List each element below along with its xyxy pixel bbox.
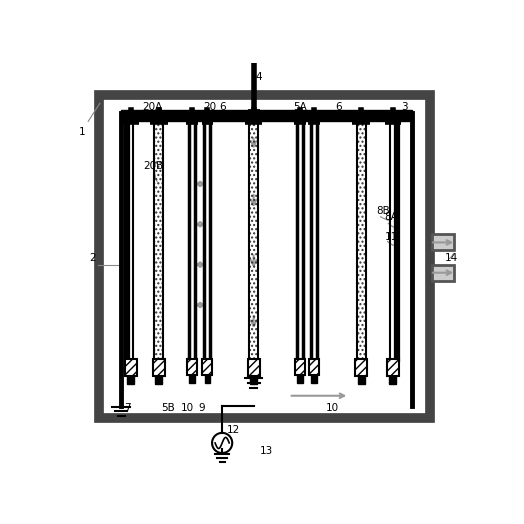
Text: 2: 2 [89,253,95,263]
Bar [295,359,305,375]
Bar [432,265,454,281]
Bar [125,359,137,376]
Text: 14: 14 [445,254,458,264]
Bar [153,359,165,376]
Text: 10: 10 [181,402,194,413]
Bar [155,122,163,359]
Bar [99,95,430,418]
Text: 20: 20 [203,103,216,113]
Bar [247,359,260,376]
Text: 6: 6 [220,103,226,113]
Bar [204,375,210,383]
Text: 6: 6 [335,103,342,113]
Text: 3: 3 [401,103,408,113]
Text: 7: 7 [124,402,130,413]
Bar [127,376,134,385]
Text: 1: 1 [79,127,85,137]
Text: 5B: 5B [161,402,176,413]
Bar [187,359,196,375]
Bar [189,375,194,383]
Bar [357,122,366,359]
Text: 11: 11 [384,232,398,242]
Text: 9: 9 [198,402,204,413]
Text: 20A: 20A [143,103,163,113]
Text: 5A: 5A [293,103,307,113]
Bar [311,375,317,383]
Bar [202,359,212,375]
Bar [297,375,303,383]
Bar [387,359,399,376]
Text: 10: 10 [326,402,340,413]
Text: 4: 4 [255,72,262,82]
Bar [249,122,258,359]
Text: 8B: 8B [376,206,390,216]
Text: 8A: 8A [384,212,398,222]
Text: 12: 12 [226,425,240,435]
Bar [355,359,367,376]
Bar [309,359,319,375]
Bar [432,234,454,250]
Bar [121,110,412,122]
Bar [358,376,365,385]
Text: 20B: 20B [144,160,163,171]
Bar [156,376,162,385]
Bar [389,376,396,385]
Text: 13: 13 [260,446,273,456]
Bar [250,376,257,385]
